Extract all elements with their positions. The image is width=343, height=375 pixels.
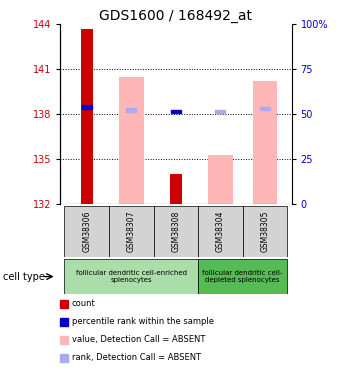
- FancyBboxPatch shape: [109, 206, 154, 257]
- Bar: [169, 174, 182, 204]
- Text: cell type: cell type: [3, 272, 45, 282]
- Bar: [60, 354, 68, 362]
- Title: GDS1600 / 168492_at: GDS1600 / 168492_at: [99, 9, 252, 23]
- Text: follicular dendritic cell-enriched
splenocytes: follicular dendritic cell-enriched splen…: [76, 270, 187, 283]
- Text: count: count: [72, 299, 95, 308]
- Text: GSM38306: GSM38306: [82, 211, 91, 252]
- Bar: [60, 300, 68, 308]
- FancyBboxPatch shape: [198, 206, 243, 257]
- Text: GSM38307: GSM38307: [127, 211, 136, 252]
- Bar: [252, 81, 277, 204]
- Bar: [126, 108, 136, 111]
- Bar: [81, 29, 93, 204]
- FancyBboxPatch shape: [64, 259, 198, 294]
- Bar: [119, 77, 143, 204]
- FancyBboxPatch shape: [243, 206, 287, 257]
- Text: rank, Detection Call = ABSENT: rank, Detection Call = ABSENT: [72, 353, 201, 362]
- Text: follicular dendritic cell-
depleted splenocytes: follicular dendritic cell- depleted sple…: [202, 270, 283, 283]
- FancyBboxPatch shape: [198, 259, 287, 294]
- Bar: [60, 318, 68, 326]
- Text: GSM38304: GSM38304: [216, 211, 225, 252]
- Bar: [208, 155, 233, 204]
- Bar: [260, 107, 270, 110]
- FancyBboxPatch shape: [64, 206, 109, 257]
- FancyBboxPatch shape: [154, 206, 198, 257]
- Bar: [215, 110, 225, 113]
- Text: value, Detection Call = ABSENT: value, Detection Call = ABSENT: [72, 335, 205, 344]
- Bar: [60, 336, 68, 344]
- Bar: [171, 110, 181, 113]
- Text: GSM38308: GSM38308: [171, 211, 180, 252]
- Text: GSM38305: GSM38305: [260, 211, 269, 252]
- Bar: [82, 105, 92, 108]
- Text: percentile rank within the sample: percentile rank within the sample: [72, 317, 214, 326]
